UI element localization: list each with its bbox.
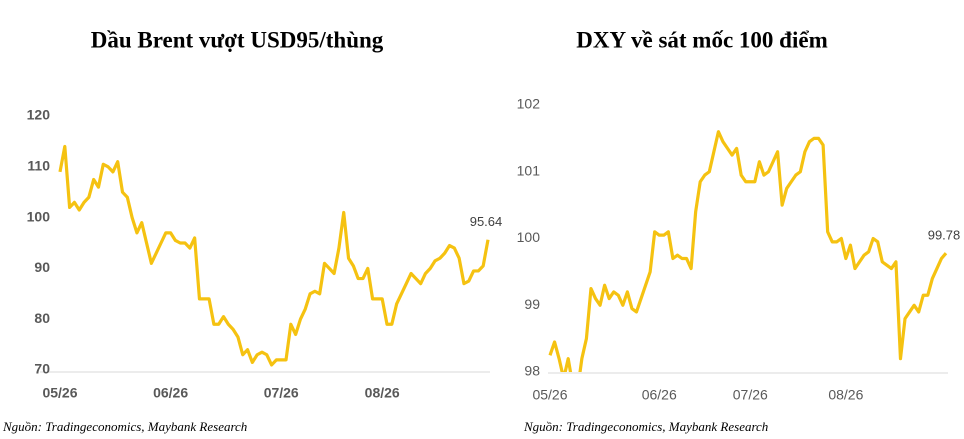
y-tick-label: 101 bbox=[517, 162, 541, 178]
y-tick-label: 70 bbox=[34, 361, 50, 377]
value-label: 95.64 bbox=[470, 214, 503, 229]
x-tick-label: 08/26 bbox=[828, 387, 863, 403]
value-label: 99.78 bbox=[928, 228, 961, 243]
y-tick-label: 110 bbox=[27, 158, 50, 174]
y-tick-label: 98 bbox=[524, 363, 540, 379]
chart-title: Dầu Brent vượt USD95/thùng bbox=[91, 27, 384, 52]
x-tick-label: 07/26 bbox=[264, 385, 299, 401]
y-tick-label: 80 bbox=[34, 310, 50, 326]
y-tick-label: 90 bbox=[34, 259, 50, 275]
x-tick-label: 06/26 bbox=[153, 385, 188, 401]
x-tick-label: 06/26 bbox=[642, 387, 677, 403]
x-tick-label: 05/26 bbox=[532, 387, 567, 403]
data-line bbox=[548, 130, 948, 372]
x-tick-label: 05/26 bbox=[42, 385, 77, 401]
y-tick-label: 100 bbox=[27, 208, 51, 224]
y-tick-label: 99 bbox=[524, 296, 540, 312]
source-note: Nguồn: Tradingeconomics, Maybank Researc… bbox=[2, 419, 247, 434]
source-note: Nguồn: Tradingeconomics, Maybank Researc… bbox=[523, 419, 768, 434]
x-tick-label: 07/26 bbox=[733, 387, 768, 403]
brent-chart: Dầu Brent vượt USD95/thùng 70 80 90 100 110 12… bbox=[2, 27, 502, 434]
y-tick-label: 100 bbox=[517, 229, 541, 245]
y-tick-label: 102 bbox=[517, 96, 541, 112]
chart-title: DXY về sát mốc 100 điểm bbox=[576, 27, 827, 52]
dxy-chart: DXY về sát mốc 100 điểm 98 99 100 101 102 05/2… bbox=[517, 27, 961, 434]
y-tick-label: 120 bbox=[27, 107, 51, 123]
data-line bbox=[58, 144, 490, 367]
x-tick-label: 08/26 bbox=[365, 385, 400, 401]
